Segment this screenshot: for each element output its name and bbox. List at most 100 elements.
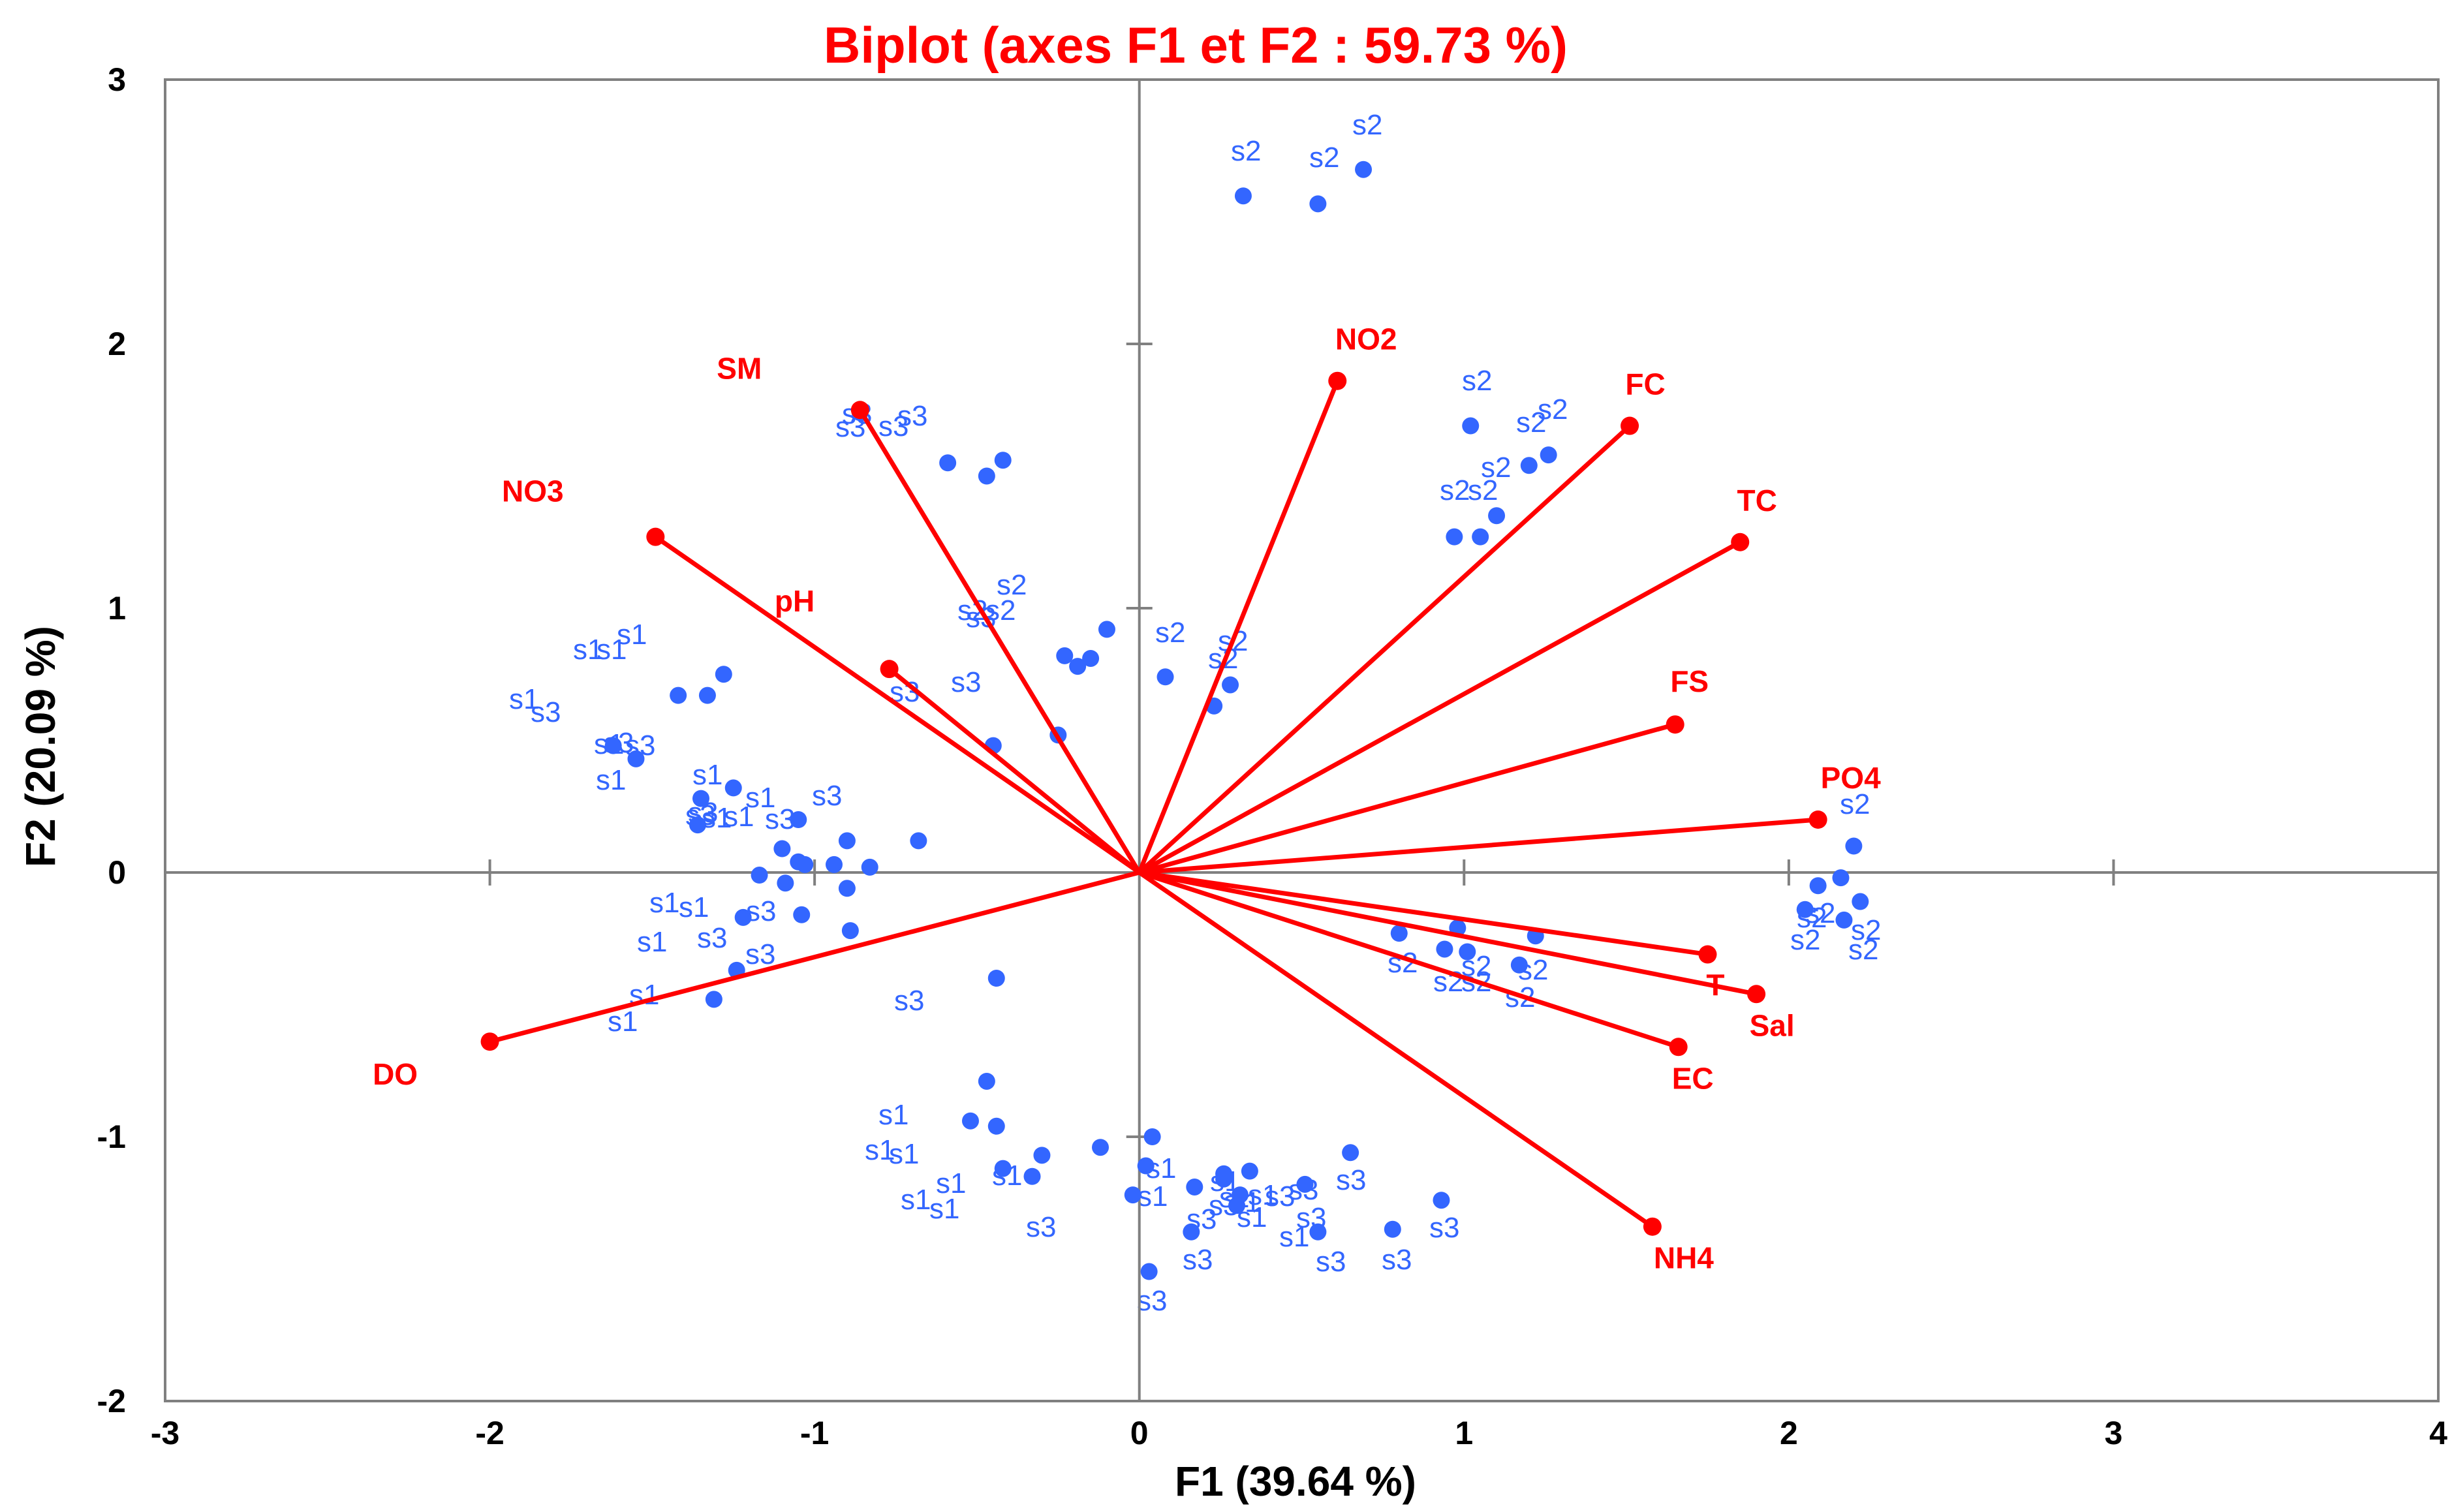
observation-point-s1 [1092,1139,1110,1156]
obs-text-label: s1 [936,1167,966,1199]
obs-text-label: s1 [679,891,709,923]
obs-text-label: s2 [1155,617,1185,649]
y-tick-label: -2 [97,1383,126,1419]
variable-label-po4: PO4 [1821,761,1881,795]
obs-text-label: s2 [1352,109,1382,141]
observation-point-s2 [1520,457,1538,474]
observation-point-s2 [1462,417,1480,435]
x-tick-label: 2 [1780,1415,1798,1451]
variable-label-fc: FC [1625,367,1665,401]
obs-text-label: s3 [1183,1244,1213,1276]
observation-point-s1 [994,1160,1012,1177]
chart-title: Biplot (axes F1 et F2 : 59.73 %) [824,16,1568,74]
observation-point-s1 [715,666,732,683]
observation-point-s2 [1446,528,1463,546]
observation-point-s1 [627,750,645,767]
obs-text-label: s1 [929,1193,959,1225]
variable-vector-fs [1137,722,1678,875]
obs-text-label: s1 [1138,1180,1168,1212]
x-axis-title: F1 (39.64 %) [1175,1458,1416,1505]
obs-text-label: s2 [1851,914,1881,946]
observation-point-s2 [1845,837,1863,855]
obs-text-label: s1 [724,801,754,833]
variable-label-ec: EC [1672,1061,1714,1095]
variable-vector-ph [887,666,1142,875]
obs-text-label: s1 [865,1134,895,1166]
obs-text-label: s1 [637,926,667,958]
observation-point-s3 [841,922,859,940]
observation-point-s1 [751,867,768,884]
obs-text-label: s2 [997,569,1027,601]
obs-text-label: s3 [1265,1180,1295,1212]
obs-text-label: s3 [1026,1211,1056,1243]
observation-point-s2 [1156,668,1174,686]
obs-text-label: s2 [1538,393,1568,425]
obs-text-label: s1 [702,802,732,834]
x-tick-label: 3 [2105,1415,2123,1451]
obs-text-label: s1 [889,1138,919,1170]
obs-text-label: s3 [897,400,927,432]
variable-label-fs: FS [1670,664,1709,698]
obs-text-label: s1 [692,759,722,791]
obs-text-label: s1 [596,764,626,796]
observation-point-s1 [604,737,622,754]
observation-point-s1 [692,790,709,807]
variable-label-sal: Sal [1750,1008,1795,1042]
obs-text-label: s2 [1462,365,1492,397]
observation-point-s1 [773,840,791,857]
obs-text-label: s1 [573,634,603,666]
obs-text-label: s2 [1468,474,1498,506]
obs-text-label: s3 [951,666,981,698]
observation-point-s1 [689,816,707,834]
variable-label-do: DO [373,1057,418,1091]
observation-point-s1 [1137,1157,1155,1175]
x-tick-label: -2 [475,1415,504,1451]
variable-label-sm: SM [717,351,762,385]
observation-point-s2 [1436,940,1453,958]
variable-vector-fc [1137,424,1632,875]
observation-point-s3 [1309,1223,1327,1241]
variable-point-tc [1731,532,1750,551]
observation-point-s3 [1215,1165,1233,1182]
variable-vector-sal [1137,870,1759,996]
observation-point-s1 [790,811,807,828]
plot-frame [164,78,2440,1402]
observation-point-s1 [698,687,716,704]
y-tick-label: 1 [108,590,126,626]
observation-point-s3 [793,906,811,923]
obs-text-label: s1 [509,683,539,715]
observation-point-s3 [1296,1175,1314,1193]
obs-text-label: s1 [901,1184,931,1216]
variable-vector-no3 [653,534,1142,875]
observation-point-s2 [1835,911,1853,929]
obs-text-label: s3 [1429,1212,1459,1244]
observation-point-s2 [1309,195,1327,213]
x-tick-label: -3 [151,1415,179,1451]
observation-point-s3 [1183,1223,1200,1241]
obs-text-label: s1 [1279,1221,1309,1253]
obs-text-label: s3 [812,780,842,812]
observation-point-s1 [1186,1178,1203,1196]
plot-area: -3-2-101234-2-10123NO2FCTCFSPO4TSalECNH4… [97,61,2448,1451]
observation-point-s3 [1384,1220,1401,1238]
obs-text-label: s2 [985,594,1016,626]
observation-point-s2 [1472,528,1489,546]
variable-point-no3 [646,527,665,546]
variable-vector-po4 [1137,817,1821,875]
observation-point-s1 [705,991,722,1008]
obs-text-label: s2 [1790,924,1820,956]
observation-point-s3 [1433,1192,1450,1209]
observation-point-s3 [1140,1263,1158,1280]
observation-point-s2 [1832,869,1850,887]
obs-text-label: s1 [649,887,679,919]
obs-text-label: s2 [1309,142,1339,174]
x-tick-label: 4 [2429,1415,2447,1451]
observation-point-s1 [670,687,687,704]
observation-point-s1 [1023,1167,1041,1185]
observation-point-s3 [910,832,927,850]
observation-point-s3 [796,856,814,873]
observation-point-s2 [1809,877,1827,895]
observation-point-s1 [1143,1128,1161,1145]
obs-text-label: s3 [1336,1164,1366,1196]
variable-vector-do [488,870,1142,1044]
